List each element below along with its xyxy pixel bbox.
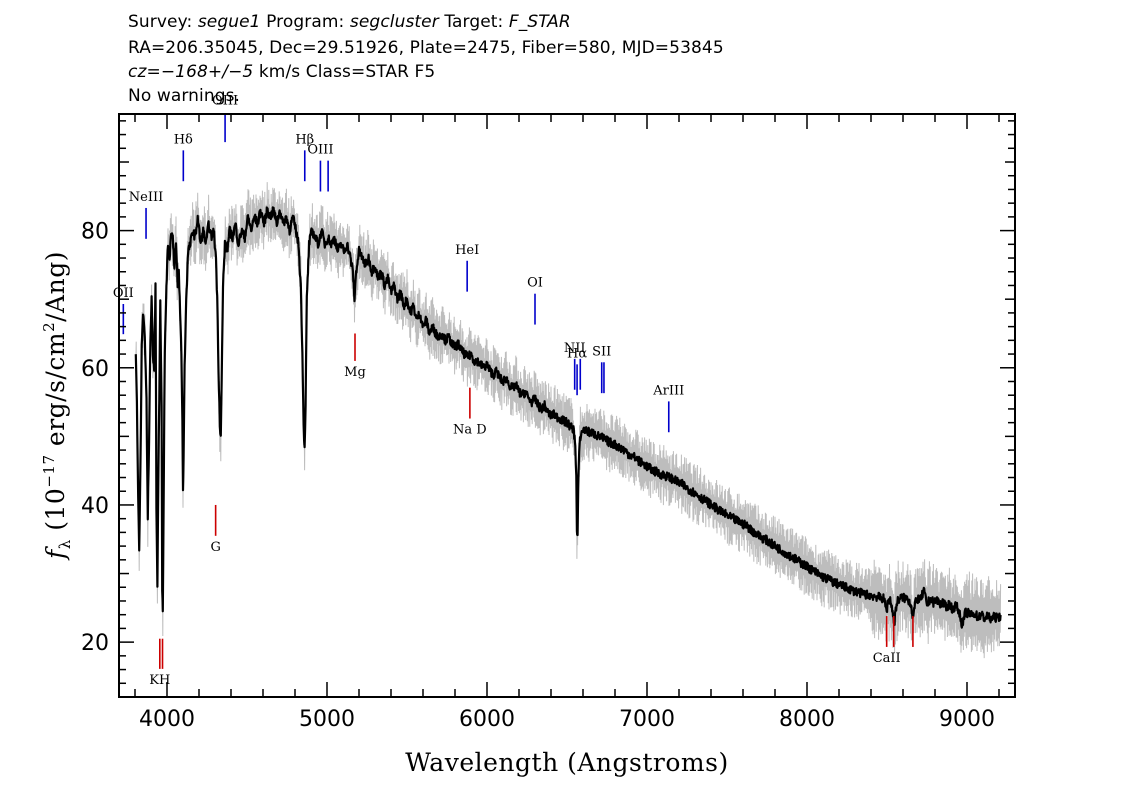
y-tick-label: 80: [81, 220, 109, 245]
y-tick-label: 40: [81, 494, 109, 519]
x-tick-label: 5000: [299, 707, 355, 732]
line-label-3: Mg: [344, 365, 366, 380]
class-info: km/s Class=STAR F5: [258, 62, 436, 82]
target-name: F_STAR: [508, 12, 571, 32]
line-label-12: Hβ: [295, 132, 314, 147]
line-label-22: ArIII: [652, 383, 684, 398]
line-label-0: KH: [149, 673, 170, 688]
line-label-20: SII: [592, 344, 611, 359]
redshift-value: cz=−168+/−5: [128, 62, 254, 82]
line-label-15: HeI: [455, 243, 479, 258]
program-name: segcluster: [349, 12, 439, 32]
line-label-18: Hα: [567, 346, 587, 361]
line-label-4: Na D: [453, 423, 487, 438]
y-axis-title: fλ (10−17 erg/s/cm2/Ang): [40, 251, 74, 561]
line-label-2: G: [210, 540, 220, 555]
header-warnings: No warnings.: [128, 86, 241, 106]
x-tick-label: 9000: [939, 707, 995, 732]
x-tick-label: 4000: [139, 707, 195, 732]
line-label-9: NeIII: [129, 190, 163, 205]
header-line-3: cz=−168+/−5 km/s Class=STAR F5: [128, 61, 435, 83]
header-line-2: RA=206.35045, Dec=29.51926, Plate=2475, …: [128, 38, 724, 58]
line-label-13: OIII: [307, 143, 333, 158]
y-tick-label: 60: [81, 357, 109, 382]
line-label-17: NII: [564, 341, 586, 356]
x-tick-label: 7000: [619, 707, 675, 732]
flux-series-line: [134, 206, 1002, 629]
line-label-10: Hδ: [174, 132, 193, 147]
header-line-1: Survey: segue1 Program: segcluster Targe…: [128, 12, 571, 32]
plot-frame: [118, 113, 1016, 698]
line-label-16: OI: [527, 276, 543, 291]
y-tick-label: 20: [81, 631, 109, 656]
line-label-5: CaII: [873, 651, 901, 666]
x-tick-label: 8000: [779, 707, 835, 732]
noise-trace: [135, 182, 1002, 659]
survey-name: segue1: [197, 12, 261, 32]
line-label-11: OIII: [212, 93, 238, 108]
flux-noise-band: [135, 182, 1002, 659]
x-tick-label: 6000: [459, 707, 515, 732]
x-axis-title: Wavelength (Angstroms): [405, 748, 728, 777]
